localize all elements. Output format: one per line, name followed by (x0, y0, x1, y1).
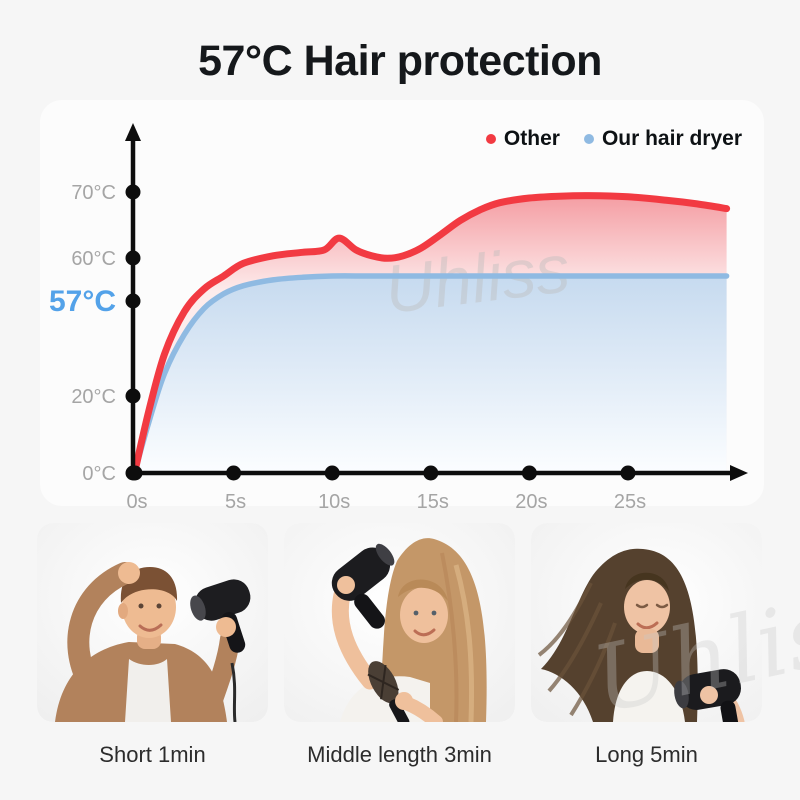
photo-card-short: Short 1min (37, 523, 268, 768)
other-line (131, 192, 731, 475)
x-tick-label: 15s (417, 491, 449, 513)
y-tick-dot (125, 388, 141, 404)
x-tick-label: 5s (225, 491, 246, 513)
legend-dot-icon (583, 134, 594, 144)
x-tick-dot (324, 465, 340, 481)
x-tick-dot (620, 465, 636, 481)
x-tick-label: 25s (614, 491, 646, 513)
photo-caption-short: Short 1min (99, 742, 206, 767)
x-tick-label: 0s (126, 491, 147, 513)
y-tick-dot (125, 250, 141, 266)
x-tick-dot (423, 465, 439, 481)
usage-photos-row: Short 1min (37, 523, 762, 768)
x-tick-dot (521, 465, 537, 481)
legend-label: Our hair dryer (601, 127, 742, 150)
x-axis-arrow-icon (730, 465, 748, 481)
round-brush-icon (367, 661, 410, 722)
legend-item-our-hair-dryer: Our hair dryer (583, 127, 742, 151)
temperature-chart: Uhliss 70°C60°C57°C20°C0°C 0s 5s 10s 15s 20s… (48, 123, 748, 513)
y-tick-label: 20°C (71, 386, 116, 408)
x-ticks: 0s 5s 10s 15s 20s 25s (126, 465, 646, 513)
y-tick-label: 70°C (71, 182, 116, 204)
x-tick-dot (226, 465, 242, 481)
y-tick-dot (125, 293, 141, 309)
y-tick-label: 0°C (82, 463, 116, 485)
y-ticks: 70°C 60°C 57°C 20°C 0°C (49, 182, 141, 485)
y-axis-arrow-icon (125, 123, 141, 141)
chart-legend: Other Our hair dryer (485, 127, 742, 151)
photo-card-middle: Middle length 3min (284, 523, 515, 768)
photo-caption-long: Long 5min (595, 742, 698, 767)
photo-card-long: Long 5min (531, 523, 762, 768)
legend-item-other: Other (485, 127, 560, 151)
photo-middle-length-hair (284, 523, 515, 722)
ours-area (135, 275, 727, 471)
page-title: 57°C Hair protection (198, 37, 602, 85)
y-tick-dot (125, 184, 141, 200)
x-tick-label: 10s (318, 491, 350, 513)
ours-line (132, 273, 730, 474)
photo-short-hair (37, 523, 268, 722)
y-tick-label: 57°C (49, 285, 116, 318)
x-tick-dot (127, 465, 143, 481)
x-tick-label: 20s (515, 491, 547, 513)
legend-dot-icon (485, 134, 496, 144)
y-tick-label: 60°C (71, 248, 116, 270)
legend-label: Other (503, 127, 560, 150)
photo-caption-middle: Middle length 3min (307, 742, 492, 767)
photo-long-hair (531, 523, 762, 722)
